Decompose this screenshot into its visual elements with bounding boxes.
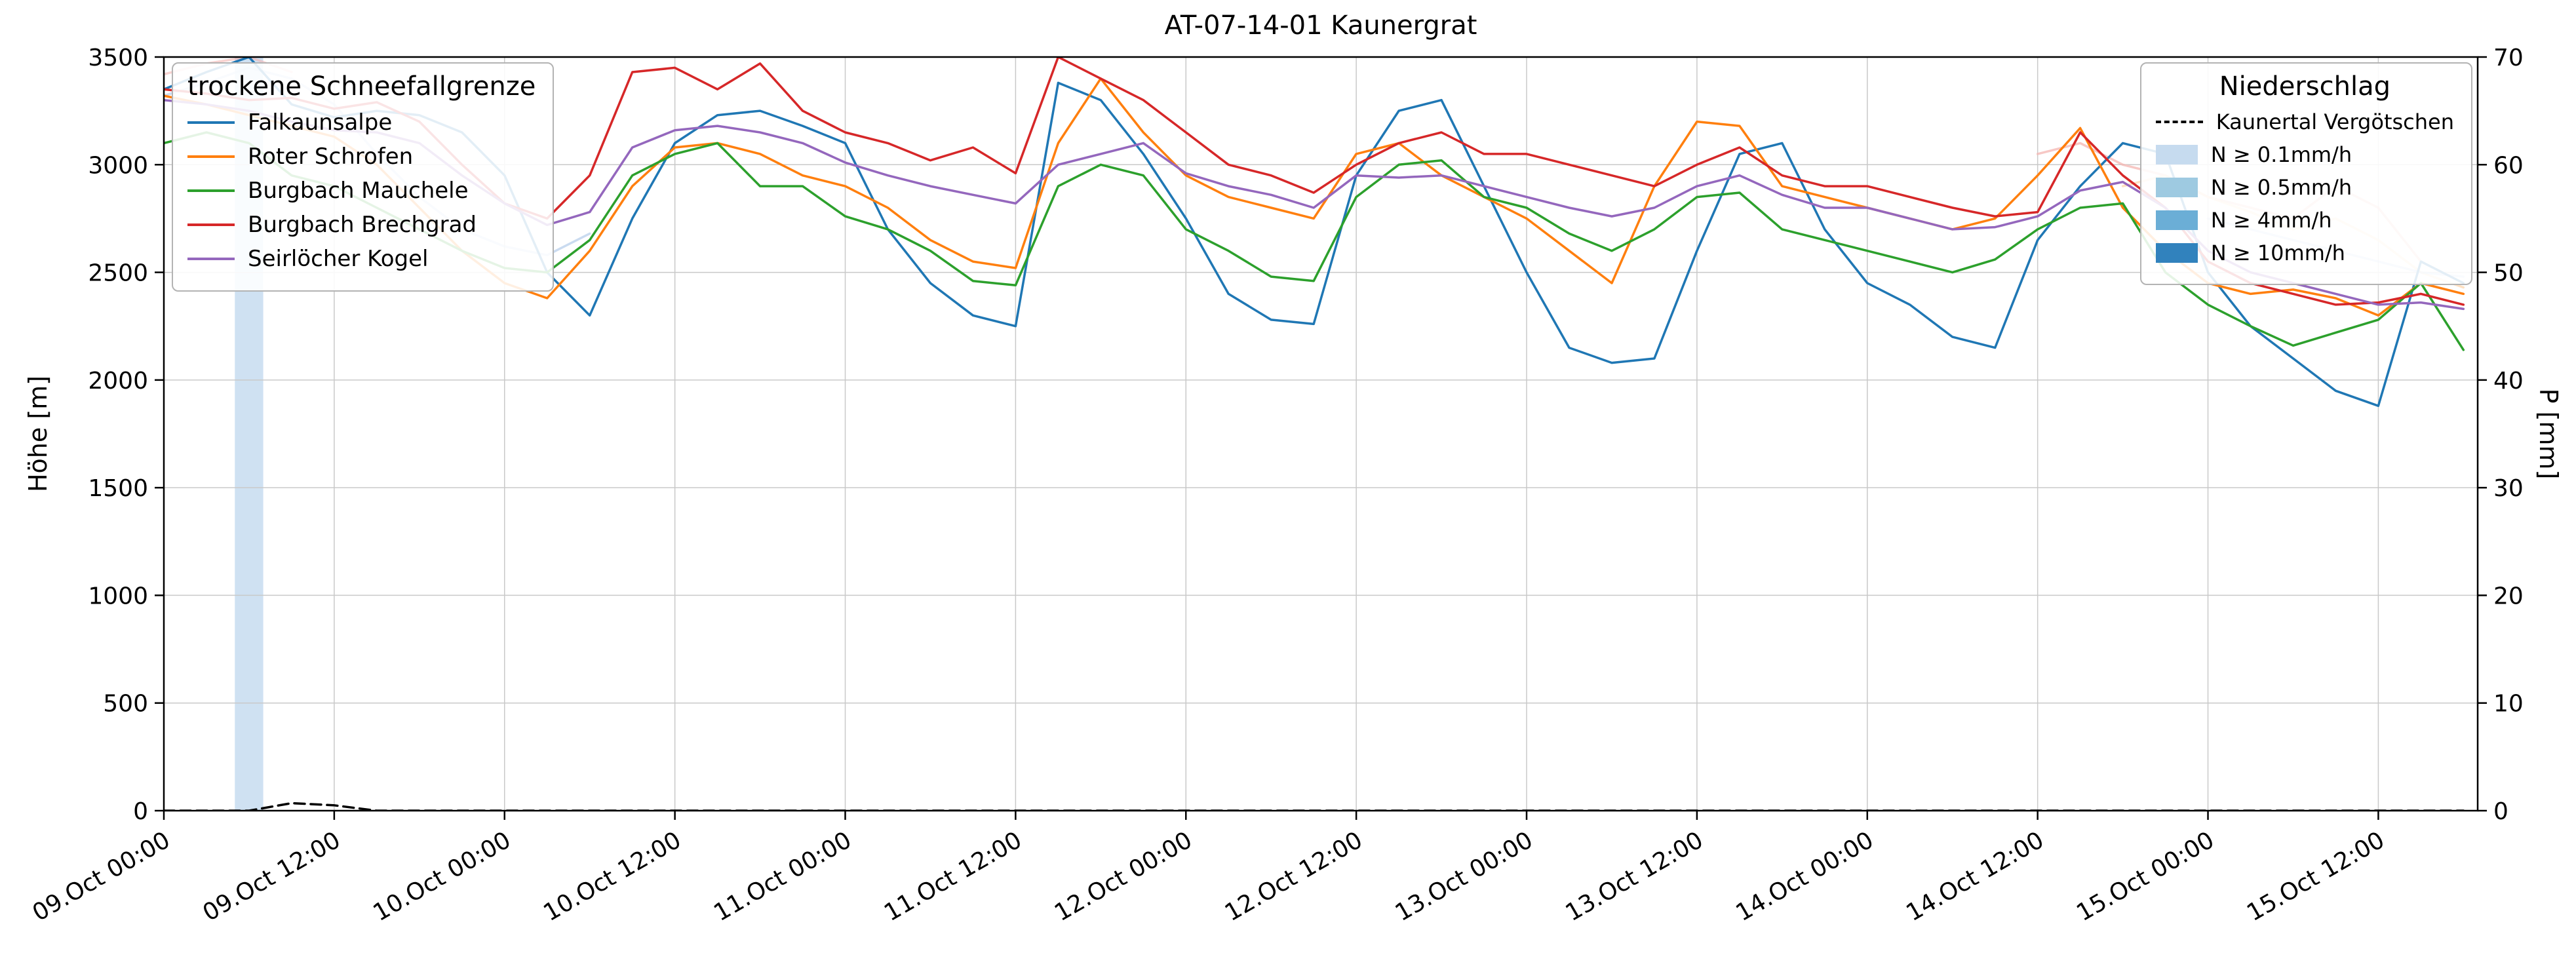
legend-line-sample [187, 223, 235, 226]
legend-line-sample [187, 189, 235, 192]
legend-entry-precip-level: N ≥ 0.1mm/h [2155, 142, 2454, 167]
legend-entry-label: Falkaunsalpe [248, 109, 393, 136]
legend-entry-label: N ≥ 0.1mm/h [2210, 142, 2352, 167]
right-tick-label: 70 [2493, 45, 2524, 71]
legend-entry-label: Seirlöcher Kogel [248, 246, 429, 272]
right-tick-label: 50 [2493, 260, 2524, 287]
legend-entry-burgbach-brechgrad: Burgbach Brechgrad [187, 212, 536, 238]
legend-entry-label: N ≥ 0.5mm/h [2210, 175, 2352, 200]
legend-patch-sample [2155, 243, 2198, 263]
x-tick-label: 13.Oct 00:00 [1391, 826, 1538, 927]
x-tick-label: 14.Oct 12:00 [1902, 826, 2048, 927]
x-tick-label: 10.Oct 12:00 [539, 826, 686, 927]
legend-line-sample [187, 258, 235, 260]
chart-title: AT-07-14-01 Kaunergrat [1164, 10, 1477, 41]
left-tick-label: 2000 [88, 368, 148, 395]
right-tick-label: 0 [2493, 798, 2508, 825]
legend-entry-falkaunsalpe: Falkaunsalpe [187, 109, 536, 136]
legend-entry-label: Burgbach Mauchele [248, 178, 469, 204]
legend-patch-sample [2155, 210, 2198, 230]
x-tick-label: 12.Oct 00:00 [1050, 826, 1197, 927]
left-tick-label: 1500 [88, 475, 148, 502]
left-axis-label: Höhe [m] [24, 375, 52, 493]
plot-border [163, 56, 2479, 812]
legend-snowline-title: trockene Schneefallgrenze [187, 71, 536, 102]
series-line-roter-schrofen [164, 77, 2465, 317]
legend-snowline-entries: Falkaunsalpe Roter Schrofen Burgbach Mauch… [187, 109, 536, 272]
x-tick-label: 10.Oct 00:00 [369, 826, 516, 927]
right-tick-label: 30 [2493, 475, 2524, 502]
right-axis-label: P [mm] [2534, 388, 2563, 480]
legend-entry-label: N ≥ 4mm/h [2210, 208, 2332, 233]
legend-entry-label: Roter Schrofen [248, 144, 414, 170]
legend-entry-precip-level: N ≥ 10mm/h [2155, 241, 2454, 265]
left-tick-label: 2500 [88, 260, 148, 287]
legend-entry-label: Burgbach Brechgrad [248, 212, 477, 238]
legend-line-sample [187, 155, 235, 158]
x-tick-label: 11.Oct 12:00 [880, 826, 1026, 927]
legend-entry-label: Kaunertal Vergötschen [2215, 109, 2454, 134]
x-tick-label: 09.Oct 00:00 [28, 826, 175, 927]
legend-dashed-line-sample [2155, 121, 2203, 123]
axis-ticks [155, 56, 2487, 820]
legend-entry-label: N ≥ 10mm/h [2210, 241, 2345, 265]
left-tick-label: 3500 [88, 45, 148, 71]
legend-patch-sample [2155, 178, 2198, 197]
legend-entry-seirl-cher-kogel: Seirlöcher Kogel [187, 246, 536, 272]
legend-precip-title: Niederschlag [2219, 71, 2391, 102]
left-tick-label: 500 [103, 691, 148, 718]
legend-entry-roter-schrofen: Roter Schrofen [187, 144, 536, 170]
right-tick-label: 20 [2493, 583, 2524, 609]
x-tick-label: 14.Oct 00:00 [1732, 826, 1879, 927]
left-tick-label: 1000 [88, 583, 148, 609]
right-tick-label: 10 [2493, 691, 2524, 718]
precip-dashed-line [164, 802, 2465, 811]
right-tick-label: 60 [2493, 152, 2524, 179]
legend-precip: Niederschlag Kaunertal Vergötschen N ≥ 0.… [2139, 62, 2472, 285]
legend-entry-precip-level: N ≥ 4mm/h [2155, 208, 2454, 233]
left-tick-label: 3000 [88, 152, 148, 179]
legend-entry-precip-level: N ≥ 0.5mm/h [2155, 175, 2454, 200]
x-tick-label: 09.Oct 12:00 [199, 826, 345, 927]
legend-entry-precip-station: Kaunertal Vergötschen [2155, 109, 2454, 134]
legend-line-sample [187, 121, 235, 124]
x-tick-label: 12.Oct 12:00 [1220, 826, 1367, 927]
x-tick-label: 15.Oct 12:00 [2242, 826, 2389, 927]
x-tick-label: 11.Oct 00:00 [709, 826, 856, 927]
legend-snowline: trockene Schneefallgrenze Falkaunsalpe Ro… [172, 62, 555, 292]
legend-patch-sample [2155, 145, 2198, 164]
x-tick-label: 15.Oct 00:00 [2072, 826, 2219, 927]
left-tick-label: 0 [133, 798, 148, 825]
legend-entry-burgbach-mauchele: Burgbach Mauchele [187, 178, 536, 204]
legend-precip-entries: Kaunertal Vergötschen N ≥ 0.1mm/h N ≥ 0.5m… [2155, 109, 2454, 265]
right-tick-label: 40 [2493, 368, 2524, 395]
x-tick-label: 13.Oct 12:00 [1561, 826, 1708, 927]
